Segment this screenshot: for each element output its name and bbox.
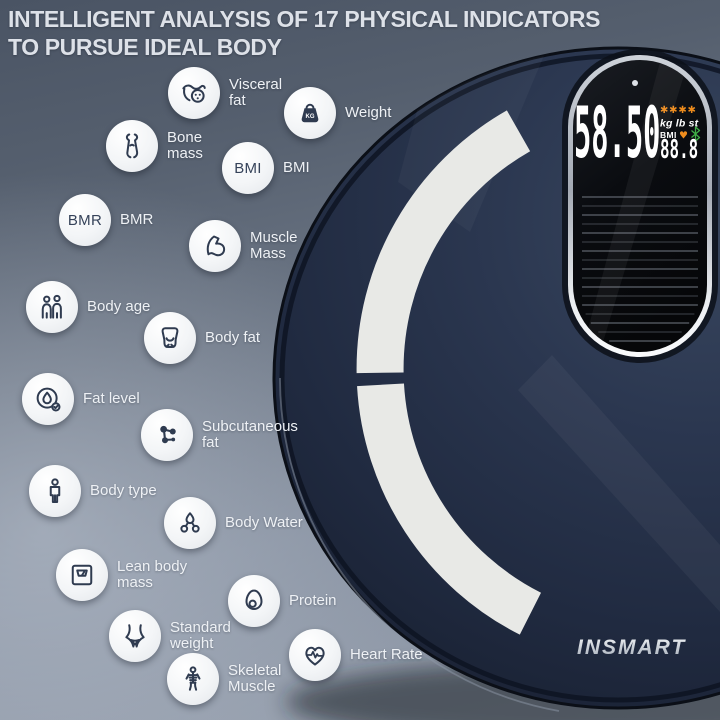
indicator-label: Body type — [90, 482, 157, 499]
indicator-standard-weight: Standard weight — [109, 610, 231, 662]
indicator-bone-mass: Bone mass — [106, 120, 203, 172]
indicator-label: BMI — [283, 159, 310, 176]
indicator-label: Subcutaneous fat — [202, 418, 298, 451]
bmi-indicator-label: BMI — [660, 130, 677, 140]
indicator-muscle-mass: Muscle Mass — [189, 220, 298, 272]
ring-arc-lower — [357, 383, 542, 635]
lean-body-mass-icon — [56, 549, 108, 601]
led-dot — [632, 80, 638, 86]
bone-mass-icon — [106, 120, 158, 172]
scale-rim-highlight — [279, 377, 560, 712]
indicator-lean-body-mass: Lean body mass — [56, 549, 187, 601]
page-title-line1: INTELLIGENT ANALYSIS OF 17 PHYSICAL INDI… — [8, 6, 601, 32]
display-grille — [582, 196, 698, 342]
muscle-mass-icon — [189, 220, 241, 272]
fat-level-icon — [22, 373, 74, 425]
indicator-label: Lean body mass — [117, 558, 188, 591]
brand-logo: INSMART — [577, 636, 686, 659]
protein-icon — [228, 575, 280, 627]
heart-icon: ♥ — [679, 131, 688, 142]
weight-icon: KG — [284, 87, 336, 139]
indicator-label: Weight — [345, 104, 392, 121]
stars-icon: ✱✱✱✱ — [660, 105, 697, 116]
display-pill: 58.50 ✱✱✱✱ kg lb st BMI ♥ 88.8 — [562, 49, 718, 363]
indicator-body-water: Body Water — [164, 497, 303, 549]
page-title: INTELLIGENT ANALYSIS OF 17 PHYSICAL INDI… — [8, 5, 600, 61]
display-glare — [585, 62, 688, 352]
bmr-circle: BMR — [59, 194, 111, 246]
heart-rate-icon — [289, 629, 341, 681]
indicator-label: Body fat — [205, 329, 261, 346]
indicator-body-fat: Body fat — [144, 312, 260, 364]
weight-value: 58.50 — [574, 92, 660, 174]
display-face — [573, 60, 707, 352]
indicator-fat-level: Fat level — [22, 373, 140, 425]
body-type-icon — [29, 465, 81, 517]
visceral-fat-icon — [168, 67, 220, 119]
indicator-visceral-fat: Visceral fat — [168, 67, 282, 119]
page-title-line2: TO PURSUE IDEAL BODY — [8, 34, 282, 60]
bmi-circle: BMI — [222, 142, 274, 194]
indicator-bmi: BMI BMI — [222, 142, 310, 194]
svg-text:KG: KG — [306, 114, 315, 120]
skeletal-muscle-icon — [167, 653, 219, 705]
indicator-label: Fat level — [83, 390, 140, 407]
indicator-body-age: Body age — [26, 281, 150, 333]
indicator-label: Visceral fat — [229, 76, 283, 109]
indicator-label: Body Water — [225, 514, 303, 531]
secondary-value: 88.8 — [660, 135, 698, 165]
units-label: kg lb st — [660, 118, 699, 130]
indicator-subcutaneous-fat: Subcutaneous fat — [141, 409, 298, 461]
body-fat-icon — [144, 312, 196, 364]
body-water-icon — [164, 497, 216, 549]
indicator-body-type: Body type — [29, 465, 157, 517]
ring-arc-upper — [356, 110, 531, 374]
bluetooth-icon — [691, 126, 701, 142]
indicator-protein: Protein — [228, 575, 337, 627]
subcutaneous-fat-icon — [141, 409, 193, 461]
indicator-bmr: BMR BMR — [59, 194, 153, 246]
indicator-label: Bone mass — [167, 129, 203, 162]
indicator-label: Protein — [289, 592, 337, 609]
lcd: 58.50 ✱✱✱✱ kg lb st BMI ♥ 88.8 — [574, 92, 701, 174]
standard-weight-icon — [109, 610, 161, 662]
indicator-label: Muscle Mass — [250, 229, 298, 262]
indicator-label: Heart Rate — [350, 646, 423, 663]
ring-arcs — [356, 110, 542, 635]
body-age-icon — [26, 281, 78, 333]
indicator-heart-rate: Heart Rate — [289, 629, 423, 681]
indicator-label: Body age — [87, 298, 151, 315]
indicator-label: Standard weight — [170, 619, 231, 652]
indicator-skeletal-muscle: Skeletal Muscle — [167, 653, 281, 705]
indicator-weight: KG Weight — [284, 87, 391, 139]
indicator-label: Skeletal Muscle — [228, 662, 282, 695]
indicator-label: BMR — [120, 211, 154, 228]
